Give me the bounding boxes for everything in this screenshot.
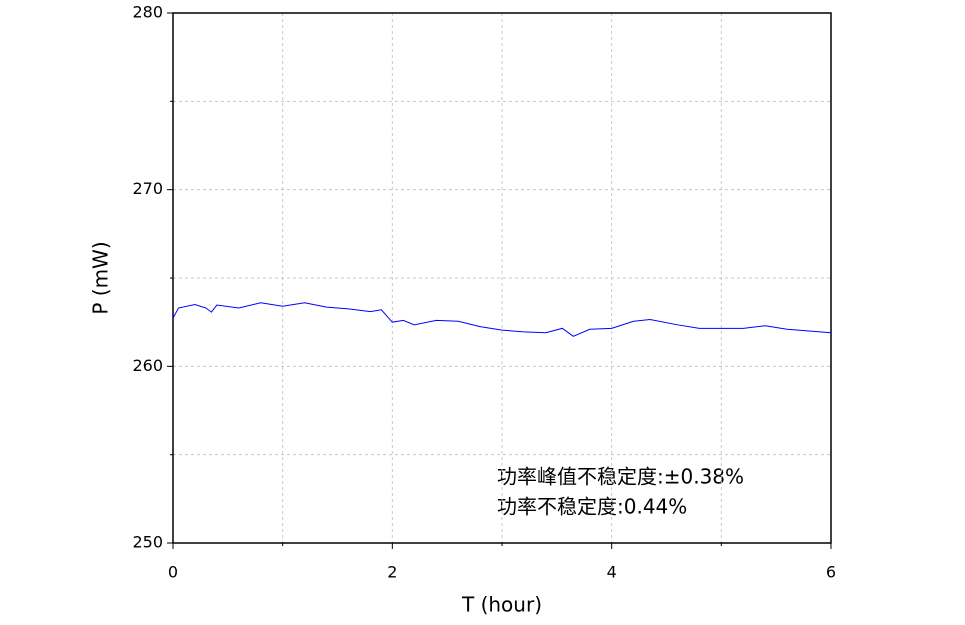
- x-axis-label: T (hour): [461, 593, 542, 617]
- x-tick-label: 2: [387, 563, 397, 582]
- y-tick-label: 260: [132, 356, 163, 375]
- y-tick-label: 280: [132, 3, 163, 22]
- x-tick-label: 4: [607, 563, 617, 582]
- data-line: [172, 302, 832, 337]
- annotation: 功率峰值不稳定度:±0.38%: [497, 465, 744, 489]
- x-tick-label: 6: [826, 563, 836, 582]
- annotation: 功率不稳定度:0.44%: [497, 495, 687, 519]
- y-tick-label: 270: [132, 179, 163, 198]
- plot-frame: [172, 12, 832, 544]
- y-tick-label: 250: [132, 533, 163, 552]
- x-tick-label: 0: [168, 563, 178, 582]
- y-axis-label: P (mW): [89, 241, 113, 314]
